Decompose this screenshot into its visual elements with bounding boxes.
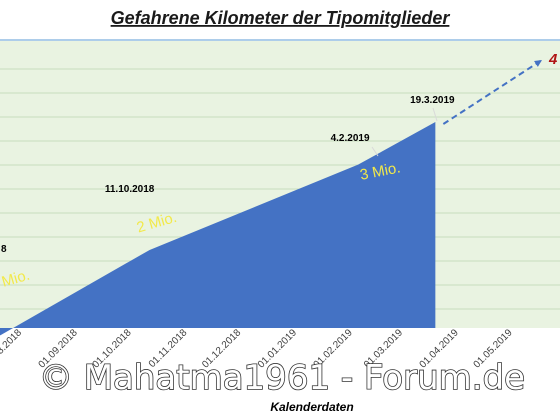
projection-label: 4 [548,51,558,68]
chart-title: Gefahrene Kilometer der Tipomitglieder [111,8,451,28]
point-label: 11.10.2018 [105,184,155,195]
point-label: 4.2.2019 [331,133,370,144]
series-area [0,122,436,336]
point-label: 19.3.2019 [410,95,455,106]
x-axis-label: Kalenderdaten [270,400,353,414]
point-label: 8 [1,244,7,255]
watermark: © Mahatma1961 - Forum.de [39,358,525,398]
leader-line [371,146,379,157]
projection-arrowhead [534,60,542,67]
leader-line [432,107,438,122]
